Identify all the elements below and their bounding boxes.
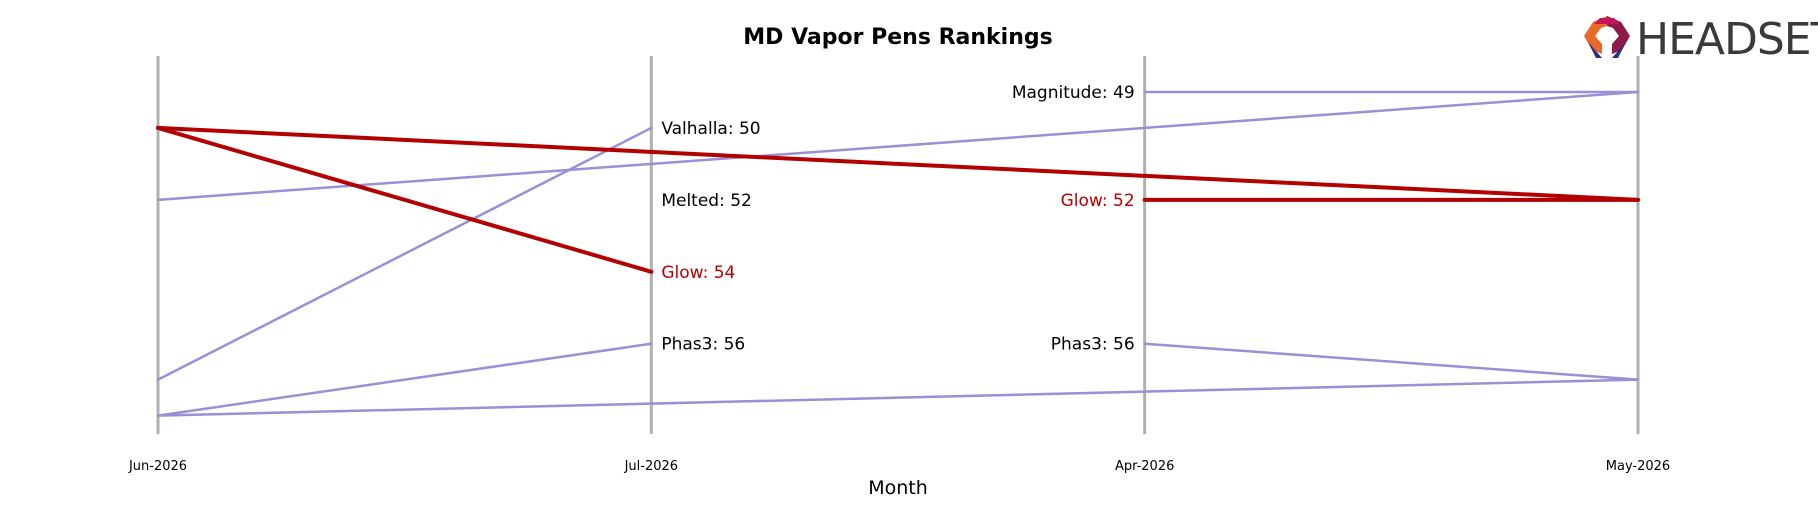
data-labels: Valhalla: 50 Melted: 52 Glow: 54 Phas3: 56 M… (661, 83, 1134, 355)
series-line-magnitude-0 (156, 90, 1640, 202)
series-line-glow-1 (156, 125, 1640, 202)
brand-name: HEADSET (1636, 14, 1818, 65)
chart-title: MD Vapor Pens Rankings (743, 25, 1052, 50)
series-line-melted-0 (156, 378, 1640, 417)
series-lines (156, 90, 1640, 417)
series-line-valhalla-0 (156, 126, 653, 381)
data-label-phas3-56: Phas3: 56 (661, 335, 745, 355)
x-tick-label-may-2026: May-2026 (1606, 459, 1670, 474)
data-label-glow-52: Glow: 52 (1061, 191, 1135, 211)
data-label-magnitude-49: Magnitude: 49 (1012, 83, 1135, 103)
month-axes (156, 56, 1640, 434)
x-tick-label-jul-2026: Jul-2026 (624, 459, 678, 474)
series-line-phas3-0 (156, 342, 653, 417)
data-label-phas3-56: Phas3: 56 (1051, 335, 1135, 355)
brand-logo: HEADSET (1584, 14, 1818, 65)
x-axis-title: Month (868, 477, 928, 499)
data-label-melted-52: Melted: 52 (661, 191, 752, 211)
data-label-valhalla-50: Valhalla: 50 (661, 119, 760, 139)
data-label-glow-54: Glow: 54 (661, 263, 735, 283)
tick-labels: Jun-2026 Jul-2026 Apr-2026 May-2026 (128, 459, 1670, 474)
headset-logo-icon (1584, 16, 1630, 58)
x-tick-label-apr-2026: Apr-2026 (1115, 459, 1174, 474)
x-tick-label-jun-2026: Jun-2026 (128, 459, 187, 474)
series-line-phas3-1 (1143, 342, 1640, 381)
series-line-glow-0 (156, 125, 654, 274)
